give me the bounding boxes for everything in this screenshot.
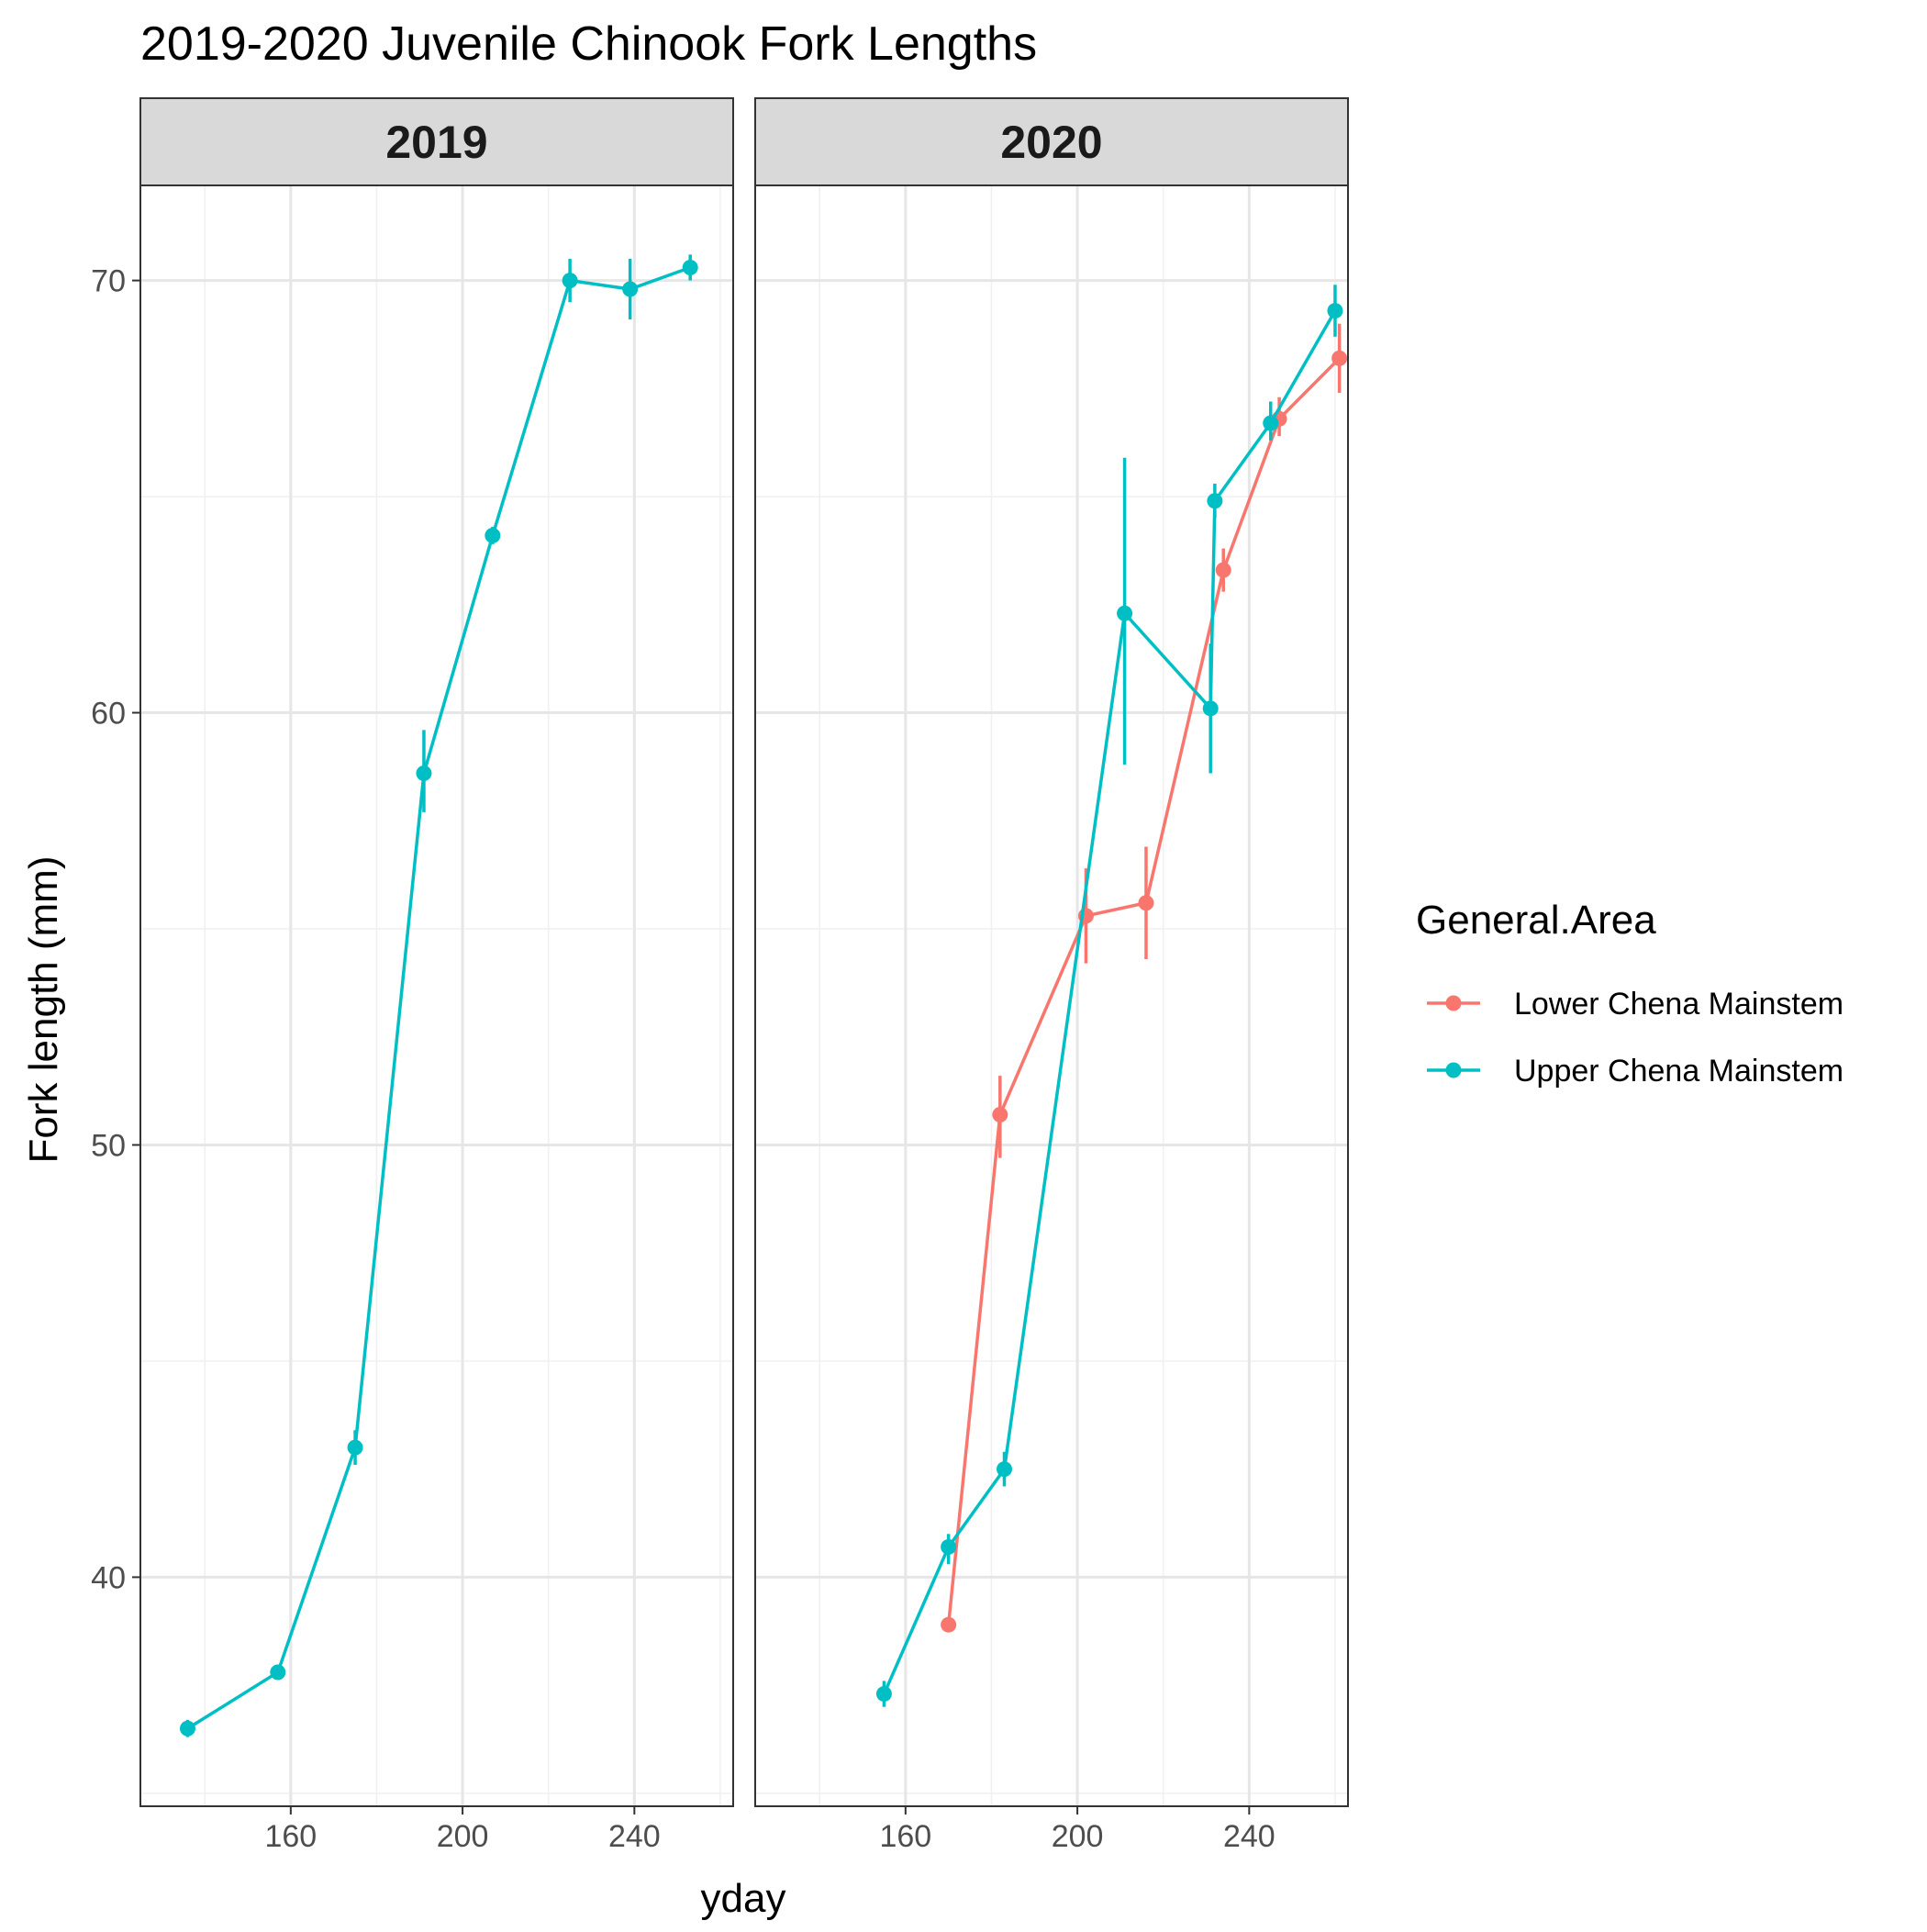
- panel-strip-2019: [139, 97, 734, 186]
- series-line-2020: [882, 309, 1337, 1695]
- data-point: [1202, 700, 1219, 717]
- data-point: [1263, 415, 1279, 431]
- legend-label: Lower Chena Mainstem: [1514, 987, 1843, 1022]
- legend-title: General.Area: [1416, 898, 1656, 943]
- chart-title: 2019-2020 Juvenile Chinook Fork Lengths: [140, 17, 1037, 71]
- legend-key-point: [1445, 1062, 1462, 1078]
- x-tick-label: 200: [437, 1819, 489, 1854]
- x-tick-label: 240: [1223, 1819, 1275, 1854]
- y-tick-label: 50: [91, 1128, 126, 1163]
- x-axis-title: yday: [701, 1876, 786, 1921]
- data-point: [347, 1439, 363, 1456]
- data-point: [682, 259, 698, 275]
- y-tick-label: 60: [91, 697, 126, 731]
- data-point: [875, 1686, 892, 1703]
- data-point: [485, 527, 501, 543]
- panel-strip-label-2019: 2019: [385, 117, 487, 168]
- data-point: [1331, 350, 1348, 366]
- data-point: [1207, 493, 1223, 509]
- panel-strip-label-2020: 2020: [1000, 117, 1102, 168]
- legend-key-point: [1445, 995, 1462, 1011]
- data-point: [622, 281, 639, 297]
- data-point: [941, 1538, 957, 1555]
- x-tick-label: 160: [879, 1819, 931, 1854]
- data-point: [1117, 605, 1133, 621]
- y-tick-label: 40: [91, 1560, 126, 1595]
- y-tick-label: 70: [91, 264, 126, 299]
- data-point: [562, 273, 578, 289]
- x-tick-label: 240: [608, 1819, 661, 1854]
- data-point: [997, 1461, 1013, 1478]
- data-point: [1138, 895, 1154, 911]
- series-line-2019: [186, 265, 691, 1730]
- panel-border-2019: [139, 184, 734, 1807]
- data-point: [941, 1616, 957, 1633]
- legend: Lower Chena Mainstem Upper Chena Mainstem: [1427, 987, 1843, 1089]
- data-point: [416, 765, 432, 781]
- y-axis-title: Fork length (mm): [21, 856, 66, 1164]
- data-point: [179, 1720, 195, 1737]
- x-tick-label: 160: [264, 1819, 317, 1854]
- data-point: [270, 1664, 286, 1681]
- legend-label: Upper Chena Mainstem: [1514, 1054, 1843, 1089]
- data-point: [992, 1107, 1008, 1123]
- x-tick-label: 200: [1052, 1819, 1104, 1854]
- data-point: [1215, 562, 1231, 578]
- panel-strip-2020: [754, 97, 1349, 186]
- panel-border-2020: [754, 184, 1349, 1807]
- plot-layer: 2019 160 200 240 40 50 60 70 2020 160 200 240: [91, 97, 1349, 1854]
- data-point: [1327, 303, 1343, 319]
